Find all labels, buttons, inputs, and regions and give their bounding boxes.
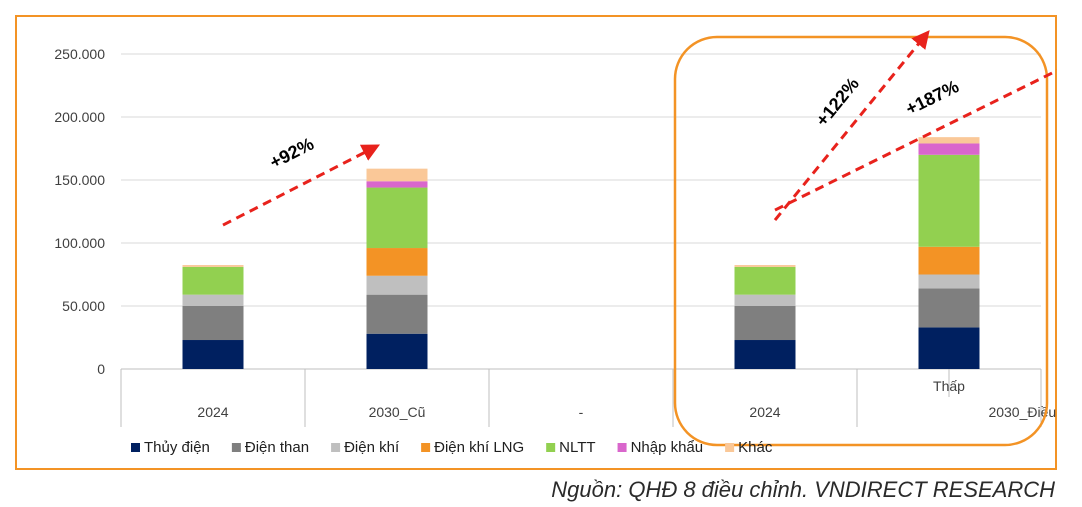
highlight-box	[673, 35, 1049, 447]
trend-arrow	[222, 144, 381, 227]
bar-segment-khác	[182, 265, 244, 267]
legend-swatch	[546, 443, 556, 452]
legend-label: Điện khí	[344, 439, 400, 456]
x-subcategory-label: Thấp	[933, 378, 965, 394]
bar-segment-thủy-điện	[918, 327, 980, 369]
chart-frame: 0 50.000 100.000 150.000 200.000 250.000 2024 2…	[15, 15, 1057, 470]
legend-swatch	[131, 443, 140, 452]
legend-label: NLTT	[559, 439, 595, 456]
x-category-label: 2030_Điều chỉnh	[988, 404, 1057, 420]
legend-label: Điện khí LNG	[434, 439, 524, 456]
bar-segment-nltt	[734, 266, 796, 295]
bar-segment-nltt	[918, 154, 980, 247]
bar-segment-thủy-điện	[182, 340, 244, 369]
x-category-label: 2024	[749, 404, 780, 420]
bar-segment-nhập-khẩu	[366, 181, 428, 188]
bar-segment-điện-than	[182, 306, 244, 341]
legend-label: Khác	[738, 439, 773, 456]
bar-segment-điện-khí	[734, 294, 796, 306]
chart-canvas: 0 50.000 100.000 150.000 200.000 250.000 2024 2…	[54, 30, 1057, 456]
bar-segment-điện-than	[734, 306, 796, 341]
bar-segment-điện-khí-lng	[918, 246, 980, 275]
x-category-label: -	[579, 404, 584, 420]
legend-swatch	[331, 443, 341, 452]
x-category-label: 2030_Cũ	[369, 404, 426, 420]
legend-label: Thủy điện	[144, 439, 210, 456]
legend-swatch	[617, 443, 627, 452]
legend-swatch	[421, 443, 431, 452]
y-tick-label: 0	[97, 361, 105, 377]
y-tick-label: 50.000	[62, 298, 105, 314]
trend-arrow	[773, 30, 930, 221]
bar-segment-nltt	[182, 266, 244, 295]
trend-arrow	[774, 68, 1057, 212]
bar-segment-nltt	[366, 187, 428, 249]
bar-segment-điện-than	[366, 294, 428, 334]
bar-segment-thủy-điện	[366, 333, 428, 369]
bar-segment-khác	[918, 137, 980, 144]
bar-segment-điện-khí	[918, 274, 980, 289]
y-tick-label: 250.000	[54, 46, 105, 62]
bar-segment-thủy-điện	[734, 340, 796, 369]
legend-label: Điện than	[245, 439, 309, 456]
bar-segment-nhập-khẩu	[918, 143, 980, 155]
bar-segment-điện-than	[918, 288, 980, 328]
y-tick-label: 150.000	[54, 172, 105, 188]
source-note: Nguồn: QHĐ 8 điều chỉnh. VNDIRECT RESEAR…	[551, 477, 1055, 502]
legend-swatch	[231, 443, 241, 452]
bar-segment-điện-khí	[182, 294, 244, 306]
legend-swatch	[725, 443, 735, 452]
bar-segment-khác	[734, 265, 796, 267]
y-tick-label: 200.000	[54, 109, 105, 125]
growth-annotation: +187%	[902, 76, 962, 119]
x-category-label: 2024	[197, 404, 228, 420]
legend-label: Nhập khẩu	[631, 439, 704, 456]
bar-segment-điện-khí	[366, 275, 428, 295]
growth-annotation: +92%	[267, 134, 318, 173]
bar-segment-điện-khí-lng	[366, 248, 428, 276]
y-tick-label: 100.000	[54, 235, 105, 251]
bar-segment-khác	[366, 168, 428, 182]
